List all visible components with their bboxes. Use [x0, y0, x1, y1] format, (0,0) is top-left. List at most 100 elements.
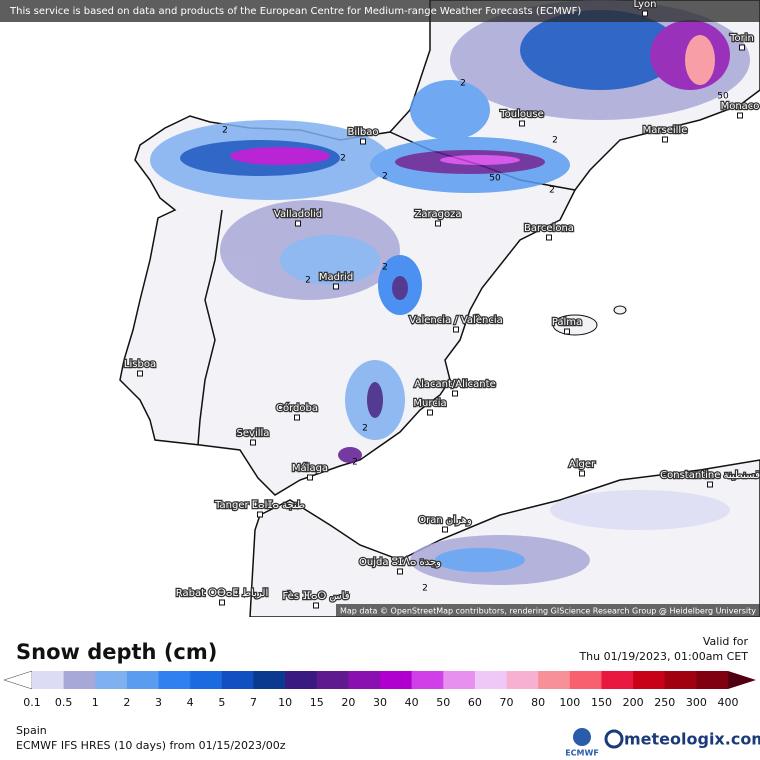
city-marker — [397, 568, 403, 575]
city-marker — [333, 283, 339, 290]
city-marker — [435, 220, 441, 227]
attribution: Map data © OpenStreetMap contributors, r… — [340, 607, 756, 616]
colorbar-cell — [32, 671, 65, 689]
colorbar-label: 3 — [155, 696, 162, 709]
colorbar-label: 30 — [373, 696, 387, 709]
colorbar-cell — [474, 671, 508, 689]
city-marker — [707, 481, 713, 488]
city-marker — [442, 526, 448, 533]
city-marker — [579, 470, 585, 477]
city-marker — [427, 409, 433, 416]
notice: This service is based on data and produc… — [9, 6, 581, 17]
colorbar-label: 60 — [468, 696, 482, 709]
colorbar-cell — [633, 671, 666, 689]
colorbar-label: 400 — [718, 696, 739, 709]
city-label: Marseille — [643, 125, 688, 136]
city-marker — [519, 120, 525, 127]
city-label: Lisboa — [124, 359, 156, 370]
city-label: Toulouse — [499, 109, 543, 120]
colorbar-cell — [696, 671, 729, 689]
city-marker — [295, 220, 301, 227]
colorbar-cell — [538, 671, 571, 689]
city-label: Málaga — [292, 462, 328, 474]
colorbar-cell — [126, 671, 160, 689]
city-label: Bilbao — [347, 127, 378, 138]
colorbar-label: 5 — [218, 696, 225, 709]
legend: Snow depth (cm) Valid for Thu 01/19/2023… — [3, 635, 760, 758]
city-label: Madrid — [319, 272, 353, 283]
city-label: Constantine قسنطينة — [660, 470, 760, 481]
city-label: Murcia — [413, 398, 446, 409]
colorbar-label: 70 — [500, 696, 514, 709]
city-label: Zaragoza — [414, 209, 461, 220]
colorbar-cell — [348, 671, 381, 689]
colorbar-label: 200 — [623, 696, 644, 709]
city-marker — [453, 326, 459, 333]
city-label: Fès ⴼⴰⵙ فاس — [282, 590, 349, 602]
city-marker — [737, 112, 743, 119]
city-label: Valladolid — [274, 209, 322, 220]
colorbar-cell — [380, 671, 413, 689]
city-marker — [546, 234, 552, 241]
colorbar-cell — [63, 671, 96, 689]
colorbar-label: 0.5 — [55, 696, 73, 709]
contour-label: 2 — [460, 79, 466, 89]
city-label: Alacant/Alicante — [414, 379, 495, 390]
city-marker — [452, 390, 458, 397]
city-label: Palma — [552, 317, 582, 328]
city-marker — [137, 370, 143, 377]
region: Spain — [16, 724, 47, 737]
city-marker — [294, 414, 300, 421]
city-label: Oujda ⵓⵊⴷⴰ وجدة — [359, 557, 441, 568]
colorbar-label: 150 — [591, 696, 612, 709]
city-label: Tanger ⵟⴰⵏⵊⴰ طنجة — [214, 500, 305, 511]
model: ECMWF IFS HRES (10 days) from 01/15/2023… — [16, 739, 286, 752]
colorbar-cell — [506, 671, 539, 689]
contour-label: 50 — [717, 92, 729, 102]
colorbar-label: 2 — [123, 696, 130, 709]
city-label: Monaco — [721, 101, 760, 112]
contour-label: 2 — [552, 136, 558, 146]
colorbar-arrow — [728, 671, 756, 689]
city-marker — [307, 474, 313, 481]
city-marker — [360, 138, 366, 145]
land — [119, 0, 760, 496]
colorbar-cell — [158, 671, 191, 689]
colorbar-cell — [95, 671, 128, 689]
colorbar-label: 250 — [654, 696, 675, 709]
colorbar-label: 1 — [92, 696, 99, 709]
colorbar-arrow — [3, 670, 33, 690]
city-label: Oran وهران — [418, 515, 472, 526]
contour-label: 2 — [352, 458, 358, 468]
city-marker — [642, 10, 648, 17]
colorbar-label: 15 — [310, 696, 324, 709]
contour-label: 2 — [422, 584, 428, 594]
colorbar-cell — [443, 671, 476, 689]
snow-overlay — [150, 0, 750, 585]
colorbar-label: 0.1 — [23, 696, 41, 709]
colorbar-cell — [316, 671, 349, 689]
city-marker — [564, 328, 570, 335]
city-label: Lyon — [633, 0, 656, 10]
city-label: Sevilla — [237, 428, 270, 439]
colorbar-label: 100 — [559, 696, 580, 709]
colorbar-cell — [221, 671, 254, 689]
contour-label: 2 — [340, 154, 346, 164]
colorbar-cell — [569, 671, 602, 689]
map: This service is based on data and produc… — [0, 0, 760, 617]
city-label: Córdoba — [276, 402, 318, 414]
colorbar-cell — [664, 671, 697, 689]
colorbar-label: 50 — [436, 696, 450, 709]
colorbar-label: 40 — [405, 696, 419, 709]
island — [613, 305, 627, 315]
city-marker — [257, 511, 263, 518]
city-marker — [250, 439, 256, 446]
city-label: Valencia / València — [409, 314, 502, 326]
colorbar-cell — [411, 671, 444, 689]
colorbar-label: 20 — [341, 696, 355, 709]
legend-title: Snow depth (cm) — [16, 640, 217, 664]
city-label: Torin — [729, 33, 754, 44]
city-label: Rabat ⵔⴱⴰⵟ الرباط — [176, 588, 268, 599]
city-label: Barcelona — [524, 223, 574, 234]
